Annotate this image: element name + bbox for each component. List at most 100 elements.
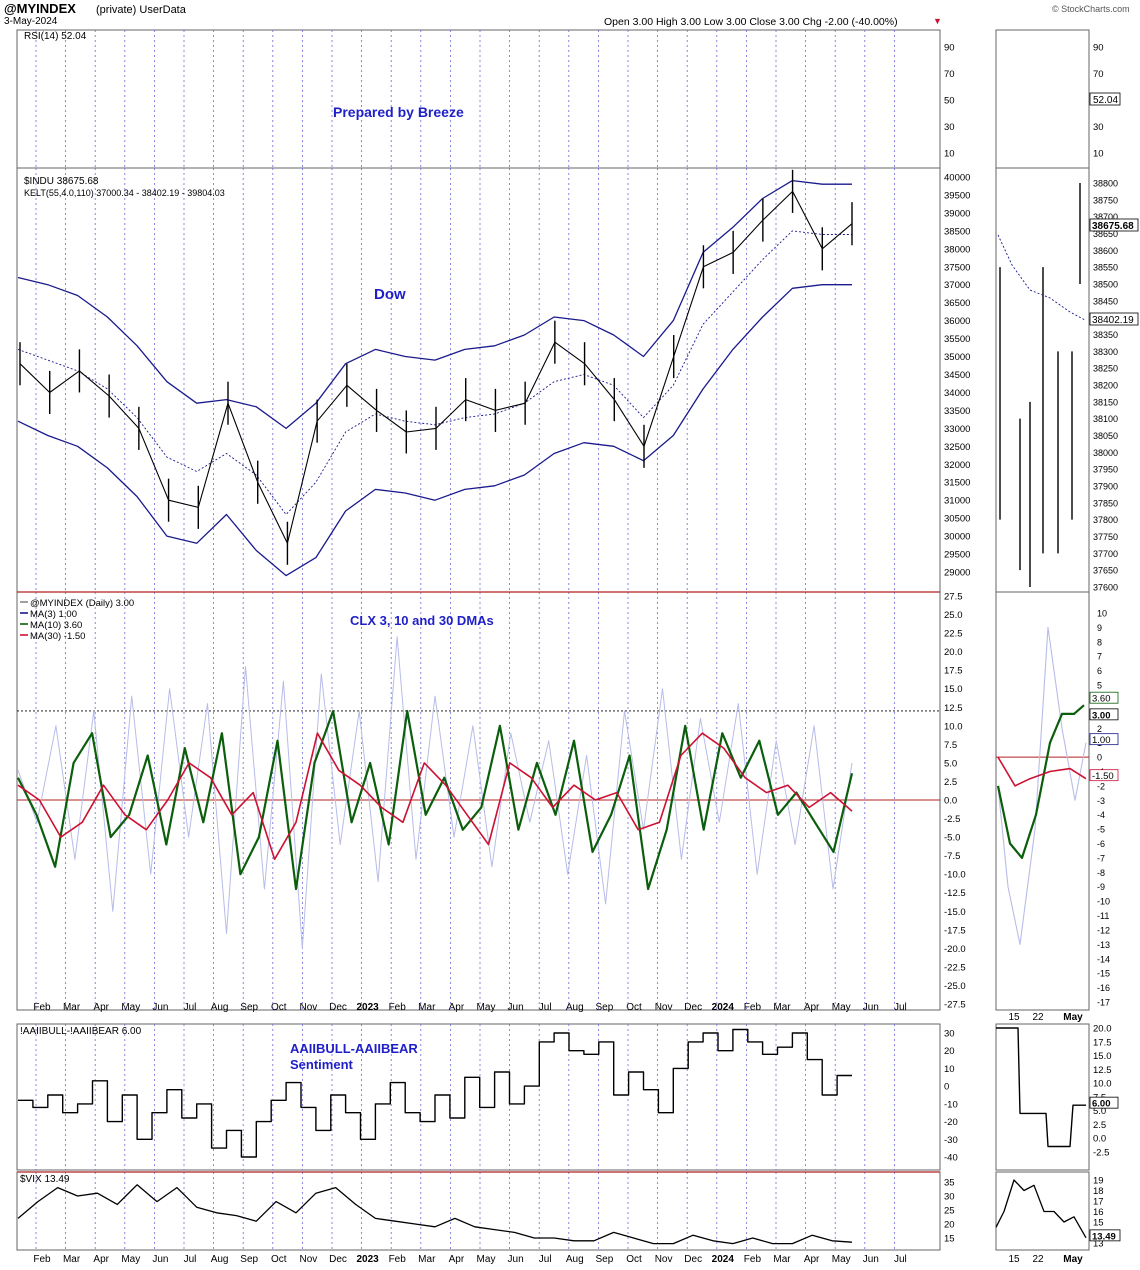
y-tick-label: -27.5 (944, 1000, 966, 1011)
x-tick-label: Dec (329, 1254, 347, 1265)
x-tick-label: Aug (211, 1254, 229, 1265)
x-tick-label: Jun (508, 1002, 524, 1013)
x-tick-label: Feb (389, 1002, 407, 1013)
chart-symbol: @MYINDEX (4, 1, 76, 16)
side-y-tick-label: 13 (1093, 1239, 1104, 1250)
kelt-side-value: 38402.19 (1092, 315, 1134, 326)
y-tick-label: 34500 (944, 370, 970, 381)
y-tick-label: 25 (944, 1206, 955, 1217)
y-tick-label: -30 (944, 1135, 958, 1146)
y-tick-label: -40 (944, 1153, 958, 1164)
side-ma30-line (997, 756, 1087, 787)
x-tick-label: Apr (93, 1002, 109, 1013)
myindex-legend-entry: MA(10) 3.60 (30, 620, 82, 631)
x-tick-label: Mar (418, 1002, 436, 1013)
panel-frame-vix (16, 1171, 941, 1251)
y-tick-label: 29500 (944, 550, 970, 561)
side-y-tick-label: 38150 (1093, 397, 1118, 407)
x-tick-label: Sep (596, 1254, 614, 1265)
y-tick-label: 39500 (944, 190, 970, 201)
myindex-series-ma3 (17, 636, 853, 949)
y-tick-label: 36500 (944, 298, 970, 309)
panel-frame-rsi (16, 29, 941, 169)
y-tick-label: 20 (944, 1220, 955, 1231)
x-tick-label: 2023 (356, 1254, 379, 1265)
y-tick-label: 0 (944, 1082, 949, 1093)
y-tick-label: 38500 (944, 226, 970, 237)
side-panel-frame-myindex (995, 591, 1090, 1011)
side-y-tick-label: 38050 (1093, 431, 1118, 441)
x-tick-label: Sep (240, 1002, 258, 1013)
side-y-tick-label: 38350 (1093, 330, 1118, 340)
side-y-tick-label: 37750 (1093, 532, 1118, 542)
y-tick-label: 30000 (944, 532, 970, 543)
y-tick-label: 33000 (944, 424, 970, 435)
x-tick-label: Dec (684, 1002, 702, 1013)
y-tick-label: 35 (944, 1178, 955, 1189)
side-y-tick-label: -2 (1097, 781, 1105, 791)
side-y-tick-label: 38650 (1093, 229, 1118, 239)
side-vix-line (995, 1179, 1087, 1239)
y-tick-label: -22.5 (944, 962, 966, 973)
x-tick-label: Mar (773, 1002, 791, 1013)
side-y-tick-label: -3 (1097, 796, 1105, 806)
y-tick-label: 31500 (944, 478, 970, 489)
y-tick-label: 20 (944, 1046, 955, 1057)
side-y-tick-label: 38300 (1093, 347, 1118, 357)
side-y-tick-label: 38100 (1093, 414, 1118, 424)
x-tick-label: Oct (626, 1002, 642, 1013)
x-tick-label: 2024 (712, 1002, 735, 1013)
side-y-tick-label: -8 (1097, 868, 1105, 878)
y-tick-label: 34000 (944, 388, 970, 399)
x-tick-label: Aug (211, 1002, 229, 1013)
panel-frame-dow (16, 167, 941, 593)
side-y-tick-label: -4 (1097, 810, 1105, 820)
y-tick-label: 25.0 (944, 610, 963, 621)
aaii-side-value-box (1089, 1096, 1119, 1109)
y-tick-label: 38000 (944, 244, 970, 255)
side-y-tick-label: 38450 (1093, 296, 1118, 306)
side-y-tick-label: 38550 (1093, 263, 1118, 273)
side-x-tick-label: 22 (1032, 1012, 1044, 1023)
side-x-tick-label: May (1063, 1012, 1083, 1023)
side-y-tick-label: 20.0 (1093, 1024, 1112, 1035)
side-series-value: 1.00 (1092, 735, 1111, 746)
y-tick-label: -25.0 (944, 981, 966, 992)
side-y-tick-label: -7 (1097, 853, 1105, 863)
myindex-series-ma30 (17, 732, 853, 861)
dow-side-value: 38675.68 (1092, 221, 1134, 232)
side-y-tick-label: 10 (1093, 149, 1104, 160)
y-tick-label: -15.0 (944, 907, 966, 918)
side-y-tick-label: 37600 (1093, 583, 1118, 593)
side-y-tick-label: 38600 (1093, 246, 1118, 256)
x-tick-label: Mar (63, 1002, 81, 1013)
y-tick-label: 0.0 (944, 796, 957, 807)
side-y-tick-label: -16 (1097, 983, 1110, 993)
side-y-tick-label: 0.0 (1093, 1134, 1106, 1145)
y-tick-label: 35500 (944, 334, 970, 345)
side-series-value-box (1089, 733, 1119, 746)
vix-legend: $VIX 13.49 (20, 1174, 70, 1185)
x-tick-label: Oct (271, 1002, 287, 1013)
side-x-tick-label: May (1063, 1254, 1083, 1265)
y-tick-label: 50 (944, 96, 955, 107)
myindex-legend-entry: @MYINDEX (Daily) 3.00 (30, 598, 134, 609)
dow-annotation: Dow (374, 286, 406, 303)
side-y-tick-label: 38200 (1093, 381, 1118, 391)
y-tick-label: -17.5 (944, 925, 966, 936)
side-y-tick-label: 37700 (1093, 549, 1118, 559)
chart-date: 3-May-2024 (4, 16, 58, 27)
side-kelt-middle-line (997, 234, 1086, 321)
x-tick-label: Jun (152, 1254, 168, 1265)
price-line (19, 190, 853, 544)
side-y-tick-label: 2.5 (1093, 1120, 1106, 1131)
x-tick-label: 2023 (356, 1002, 379, 1013)
y-tick-label: 32500 (944, 442, 970, 453)
y-tick-label: -20 (944, 1117, 958, 1128)
y-tick-label: 15 (944, 1234, 955, 1245)
side-y-tick-label: -17 (1097, 998, 1110, 1008)
side-panel-frame-rsi (995, 29, 1090, 169)
aaii-step-line (18, 1028, 852, 1158)
side-y-tick-label: 38000 (1093, 448, 1118, 458)
side-x-tick-label: 15 (1008, 1254, 1020, 1265)
